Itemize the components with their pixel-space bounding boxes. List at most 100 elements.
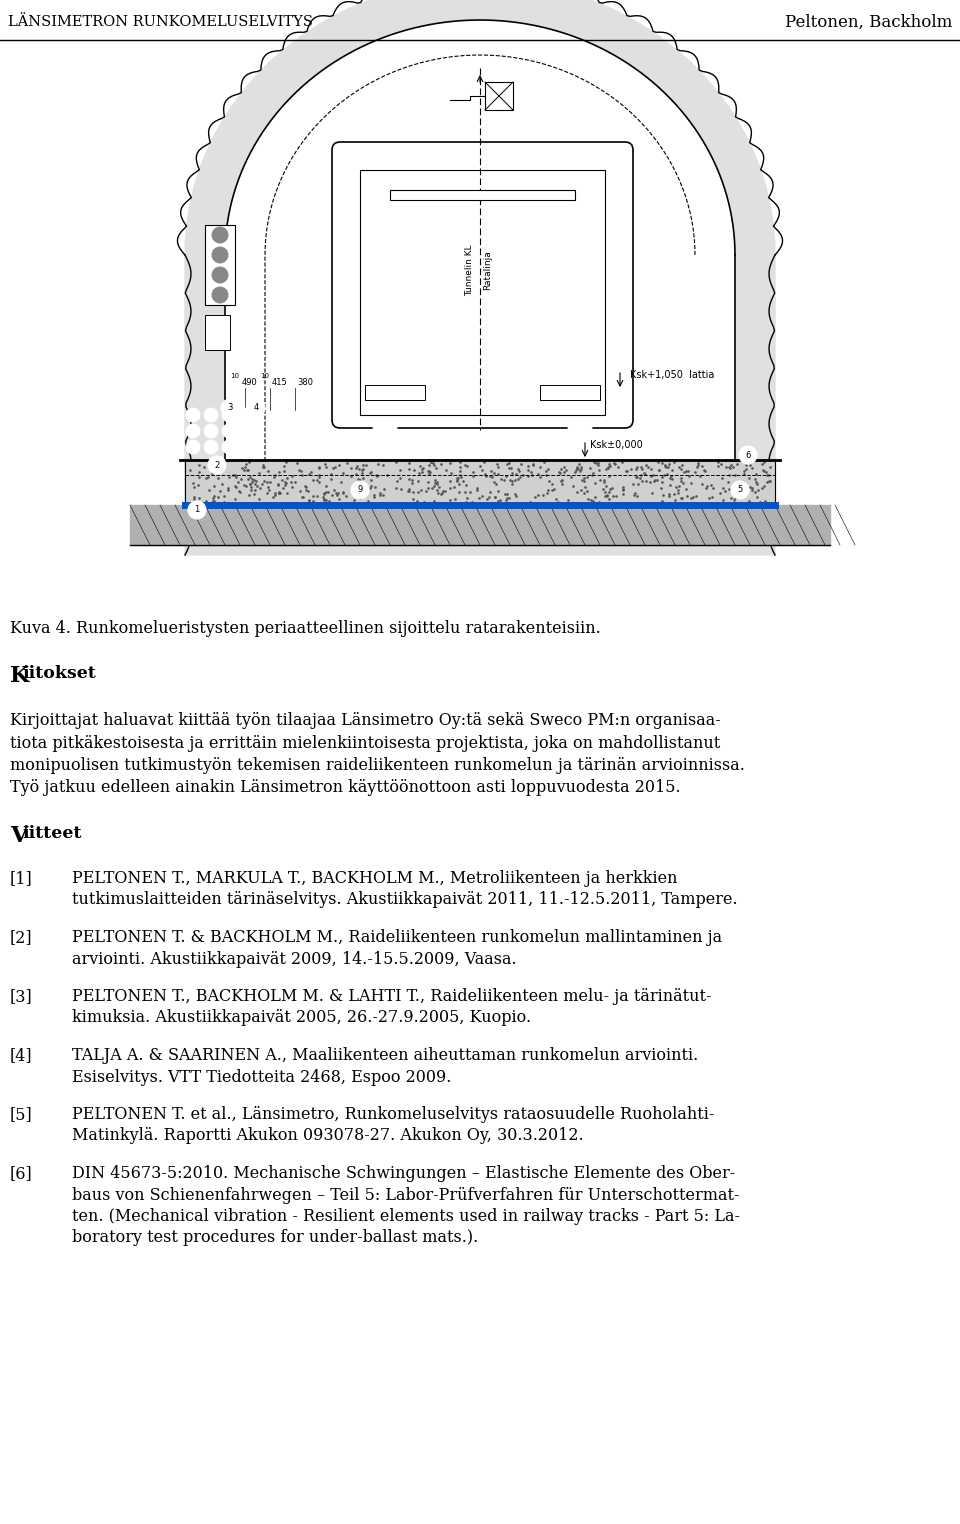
Point bbox=[557, 456, 572, 480]
Point bbox=[509, 462, 524, 486]
Point bbox=[670, 479, 685, 503]
Point bbox=[744, 477, 759, 501]
Point bbox=[592, 468, 608, 492]
Point bbox=[654, 475, 669, 500]
Point bbox=[755, 475, 770, 500]
Point bbox=[443, 469, 458, 494]
Point bbox=[375, 453, 391, 477]
Point bbox=[491, 479, 506, 503]
Point bbox=[684, 486, 699, 511]
Point bbox=[232, 480, 248, 504]
Point bbox=[205, 489, 221, 514]
Point bbox=[434, 482, 449, 506]
Point bbox=[600, 454, 615, 479]
Point bbox=[191, 460, 206, 485]
Point bbox=[355, 453, 371, 477]
Point bbox=[615, 482, 631, 506]
Point bbox=[601, 453, 616, 477]
Point bbox=[332, 486, 348, 511]
Point bbox=[761, 469, 777, 494]
Point bbox=[588, 451, 604, 475]
Point bbox=[597, 468, 612, 492]
Point bbox=[299, 474, 314, 498]
Text: monipuolisen tutkimustyön tekemisen raideliikenteen runkomelun ja tärinän arvioi: monipuolisen tutkimustyön tekemisen raid… bbox=[10, 757, 745, 774]
Point bbox=[759, 463, 775, 488]
Text: Työ jatkuu edelleen ainakin Länsimetron käyttöönottoon asti loppuvuodesta 2015.: Työ jatkuu edelleen ainakin Länsimetron … bbox=[10, 779, 681, 797]
Point bbox=[350, 479, 366, 503]
Point bbox=[626, 472, 641, 497]
Point bbox=[209, 454, 225, 479]
Point bbox=[426, 488, 442, 512]
Point bbox=[240, 459, 255, 483]
Point bbox=[504, 469, 519, 494]
Point bbox=[298, 474, 313, 498]
Circle shape bbox=[212, 287, 228, 303]
Point bbox=[275, 491, 290, 515]
Point bbox=[401, 451, 417, 475]
Point bbox=[650, 468, 665, 492]
Point bbox=[348, 462, 364, 486]
Point bbox=[242, 472, 257, 497]
Point bbox=[682, 463, 697, 488]
Point bbox=[500, 451, 516, 475]
Point bbox=[659, 456, 674, 480]
Point bbox=[394, 477, 409, 501]
Point bbox=[629, 456, 644, 480]
Point bbox=[674, 457, 689, 482]
Point bbox=[236, 472, 252, 497]
Point bbox=[301, 489, 317, 514]
Point bbox=[662, 472, 678, 497]
Point bbox=[206, 485, 222, 509]
Point bbox=[483, 459, 498, 483]
Point bbox=[704, 472, 719, 497]
Point bbox=[393, 457, 408, 482]
Point bbox=[374, 491, 390, 515]
Point bbox=[706, 477, 721, 501]
Point bbox=[186, 485, 202, 509]
Point bbox=[424, 475, 440, 500]
Point bbox=[627, 482, 642, 506]
Point bbox=[487, 485, 502, 509]
Point bbox=[457, 480, 472, 504]
Point bbox=[276, 459, 292, 483]
Point bbox=[501, 456, 516, 480]
Point bbox=[246, 468, 261, 492]
Point bbox=[569, 456, 585, 480]
Point bbox=[578, 474, 593, 498]
Point bbox=[640, 456, 656, 480]
Point bbox=[369, 463, 384, 488]
Point bbox=[504, 472, 519, 497]
Point bbox=[362, 475, 377, 500]
Point bbox=[552, 462, 567, 486]
Circle shape bbox=[247, 399, 265, 418]
Point bbox=[452, 456, 468, 480]
Point bbox=[311, 456, 326, 480]
Point bbox=[717, 479, 732, 503]
Point bbox=[319, 456, 334, 480]
Point bbox=[419, 479, 434, 503]
Point bbox=[472, 454, 488, 479]
Point bbox=[216, 485, 231, 509]
Point bbox=[261, 459, 276, 483]
Point bbox=[466, 460, 481, 485]
Point bbox=[411, 469, 426, 494]
Text: arviointi. Akustiikkapaivät 2009, 14.-15.5.2009, Vaasa.: arviointi. Akustiikkapaivät 2009, 14.-15… bbox=[72, 951, 516, 968]
Point bbox=[611, 454, 626, 479]
Point bbox=[330, 482, 346, 506]
Point bbox=[244, 466, 259, 491]
Text: [2]: [2] bbox=[10, 930, 33, 946]
Point bbox=[539, 459, 554, 483]
Point bbox=[278, 471, 294, 495]
Point bbox=[227, 474, 242, 498]
Point bbox=[541, 468, 557, 492]
Point bbox=[615, 477, 631, 501]
Point bbox=[747, 480, 762, 504]
Point bbox=[474, 485, 490, 509]
Point bbox=[498, 465, 514, 489]
Point bbox=[319, 480, 334, 504]
Point bbox=[338, 483, 353, 507]
Point bbox=[277, 472, 293, 497]
Point bbox=[508, 468, 523, 492]
Point bbox=[736, 459, 752, 483]
Point bbox=[749, 485, 764, 509]
